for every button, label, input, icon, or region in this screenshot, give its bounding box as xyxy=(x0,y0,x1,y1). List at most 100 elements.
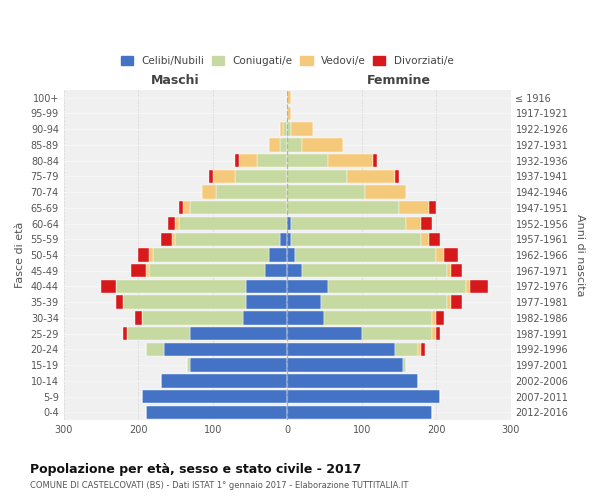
Bar xyxy=(283,122,287,136)
Bar xyxy=(433,327,436,340)
Bar xyxy=(403,358,406,372)
Bar xyxy=(161,374,287,388)
Bar xyxy=(134,311,142,324)
Bar xyxy=(131,264,146,278)
Bar xyxy=(242,311,287,324)
Bar xyxy=(325,311,433,324)
Bar xyxy=(347,170,395,183)
Legend: Celibi/Nubili, Coniugati/e, Vedovi/e, Divorziati/e: Celibi/Nubili, Coniugati/e, Vedovi/e, Di… xyxy=(117,52,458,70)
Bar xyxy=(138,248,149,262)
Bar xyxy=(287,106,291,120)
Bar xyxy=(287,232,291,246)
Bar xyxy=(362,327,433,340)
Bar xyxy=(161,232,172,246)
Bar xyxy=(235,170,287,183)
Bar xyxy=(149,248,153,262)
Bar xyxy=(246,280,287,293)
Bar xyxy=(213,170,235,183)
Bar xyxy=(395,342,418,356)
Bar xyxy=(246,296,287,309)
Bar xyxy=(418,342,421,356)
Bar xyxy=(124,327,127,340)
Bar xyxy=(287,264,302,278)
Bar xyxy=(217,186,287,199)
Bar xyxy=(187,358,190,372)
Bar xyxy=(447,264,451,278)
Y-axis label: Anni di nascita: Anni di nascita xyxy=(575,214,585,296)
Bar xyxy=(175,217,179,230)
Bar xyxy=(142,390,287,403)
Bar xyxy=(328,154,373,168)
Bar xyxy=(295,248,436,262)
Bar xyxy=(183,201,190,214)
Bar xyxy=(451,264,462,278)
Bar xyxy=(235,154,239,168)
Bar xyxy=(287,390,440,403)
Y-axis label: Fasce di età: Fasce di età xyxy=(15,222,25,288)
Bar xyxy=(287,406,433,419)
Bar xyxy=(321,296,447,309)
Bar xyxy=(328,280,466,293)
Bar xyxy=(373,154,377,168)
Bar xyxy=(421,217,433,230)
Bar xyxy=(124,296,246,309)
Bar xyxy=(421,232,428,246)
Bar xyxy=(428,201,436,214)
Bar xyxy=(168,217,175,230)
Bar xyxy=(436,248,443,262)
Bar xyxy=(287,154,328,168)
Bar xyxy=(287,374,418,388)
Bar xyxy=(287,186,365,199)
Bar xyxy=(179,201,183,214)
Bar xyxy=(291,232,421,246)
Bar xyxy=(149,264,265,278)
Bar xyxy=(291,122,313,136)
Bar xyxy=(190,201,287,214)
Text: Maschi: Maschi xyxy=(151,74,200,88)
Bar xyxy=(399,201,428,214)
Bar xyxy=(146,264,149,278)
Bar xyxy=(116,296,124,309)
Bar xyxy=(209,170,213,183)
Bar xyxy=(202,186,217,199)
Bar xyxy=(101,280,116,293)
Bar xyxy=(451,296,462,309)
Bar xyxy=(287,296,321,309)
Bar xyxy=(269,138,280,151)
Bar xyxy=(153,248,269,262)
Bar xyxy=(280,232,287,246)
Bar xyxy=(287,170,347,183)
Bar xyxy=(406,217,421,230)
Bar xyxy=(428,232,440,246)
Bar xyxy=(172,232,175,246)
Bar xyxy=(287,248,295,262)
Bar xyxy=(302,264,447,278)
Bar xyxy=(179,217,287,230)
Bar xyxy=(443,248,458,262)
Bar xyxy=(175,232,280,246)
Bar xyxy=(287,122,291,136)
Bar xyxy=(395,170,399,183)
Bar xyxy=(116,280,246,293)
Bar xyxy=(287,280,328,293)
Bar xyxy=(365,186,406,199)
Bar xyxy=(269,248,287,262)
Bar xyxy=(466,280,470,293)
Bar xyxy=(287,217,291,230)
Bar xyxy=(287,311,325,324)
Bar xyxy=(302,138,343,151)
Bar xyxy=(287,138,302,151)
Bar xyxy=(239,154,257,168)
Bar xyxy=(164,342,287,356)
Bar xyxy=(146,342,164,356)
Bar xyxy=(470,280,488,293)
Bar xyxy=(433,311,436,324)
Bar xyxy=(436,311,443,324)
Bar xyxy=(280,122,283,136)
Bar xyxy=(447,296,451,309)
Text: COMUNE DI CASTELCOVATI (BS) - Dati ISTAT 1° gennaio 2017 - Elaborazione TUTTITAL: COMUNE DI CASTELCOVATI (BS) - Dati ISTAT… xyxy=(30,481,409,490)
Bar xyxy=(291,217,406,230)
Bar xyxy=(146,406,287,419)
Bar xyxy=(421,342,425,356)
Bar xyxy=(265,264,287,278)
